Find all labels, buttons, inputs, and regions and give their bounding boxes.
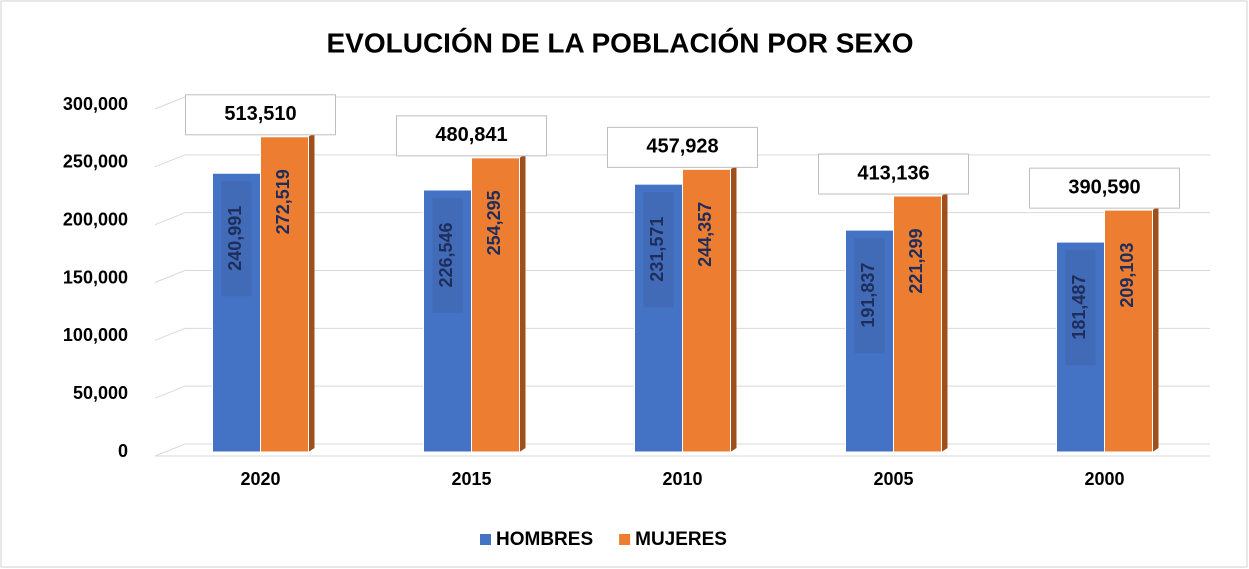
x-tick-label: 2000 xyxy=(1084,469,1124,489)
x-tick-label: 2005 xyxy=(873,469,913,489)
value-label: 231,571 xyxy=(647,217,667,282)
legend-label: HOMBRES xyxy=(496,529,593,550)
value-label-box xyxy=(221,181,252,297)
bar xyxy=(260,136,309,453)
y-tick-label: 250,000 xyxy=(63,152,128,172)
value-label-box xyxy=(643,192,674,308)
grid-floor-line xyxy=(154,443,186,457)
total-label: 457,928 xyxy=(646,136,718,158)
bar-side xyxy=(1152,206,1159,452)
y-tick-label: 100,000 xyxy=(63,325,128,345)
chart-title: EVOLUCIÓN DE LA POBLACIÓN POR SEXO xyxy=(326,27,913,58)
bar-side xyxy=(730,165,737,452)
value-label-box xyxy=(432,197,463,313)
value-label: 272,519 xyxy=(273,169,293,234)
legend-swatch xyxy=(480,534,491,545)
bar-side xyxy=(941,192,948,452)
grid-floor-line xyxy=(154,154,186,168)
grid-floor-line xyxy=(154,385,186,399)
total-label-box xyxy=(185,94,336,136)
value-label: 191,837 xyxy=(858,263,878,328)
total-label-box xyxy=(396,115,547,157)
grid-floor-line xyxy=(154,327,186,341)
bar-side xyxy=(519,153,526,452)
grid-floor-line xyxy=(154,96,186,110)
grid-floor-line xyxy=(154,212,186,226)
y-tick-label: 50,000 xyxy=(73,383,128,403)
grid-floor-line xyxy=(154,270,186,283)
total-label: 480,841 xyxy=(435,124,507,146)
bar xyxy=(471,157,520,453)
y-tick-label: 300,000 xyxy=(63,94,128,114)
value-label: 254,295 xyxy=(484,190,504,255)
y-tick-label: 150,000 xyxy=(63,267,128,287)
value-label: 181,487 xyxy=(1069,275,1089,340)
total-label: 390,590 xyxy=(1068,176,1140,198)
legend-label: MUJERES xyxy=(635,529,727,550)
value-label-box xyxy=(1065,250,1096,366)
total-label: 413,136 xyxy=(857,162,929,184)
value-label: 240,991 xyxy=(225,206,245,271)
bar xyxy=(1104,209,1153,453)
total-label: 513,510 xyxy=(224,103,296,125)
value-label: 226,546 xyxy=(436,222,456,287)
x-tick-label: 2020 xyxy=(240,469,280,489)
value-label-box xyxy=(854,238,885,354)
x-tick-label: 2010 xyxy=(662,469,702,489)
x-tick-label: 2015 xyxy=(451,469,491,489)
bar-side xyxy=(308,132,315,452)
y-tick-label: 200,000 xyxy=(63,209,128,229)
total-label-box xyxy=(818,153,969,195)
value-label: 221,299 xyxy=(906,228,926,293)
y-tick-label: 0 xyxy=(118,441,128,461)
bar xyxy=(682,168,731,453)
total-label-box xyxy=(1029,167,1180,209)
total-label-box xyxy=(607,126,758,168)
value-label: 209,103 xyxy=(1117,243,1137,308)
value-label: 244,357 xyxy=(695,202,715,267)
legend-swatch xyxy=(619,534,631,545)
bar xyxy=(893,195,942,453)
